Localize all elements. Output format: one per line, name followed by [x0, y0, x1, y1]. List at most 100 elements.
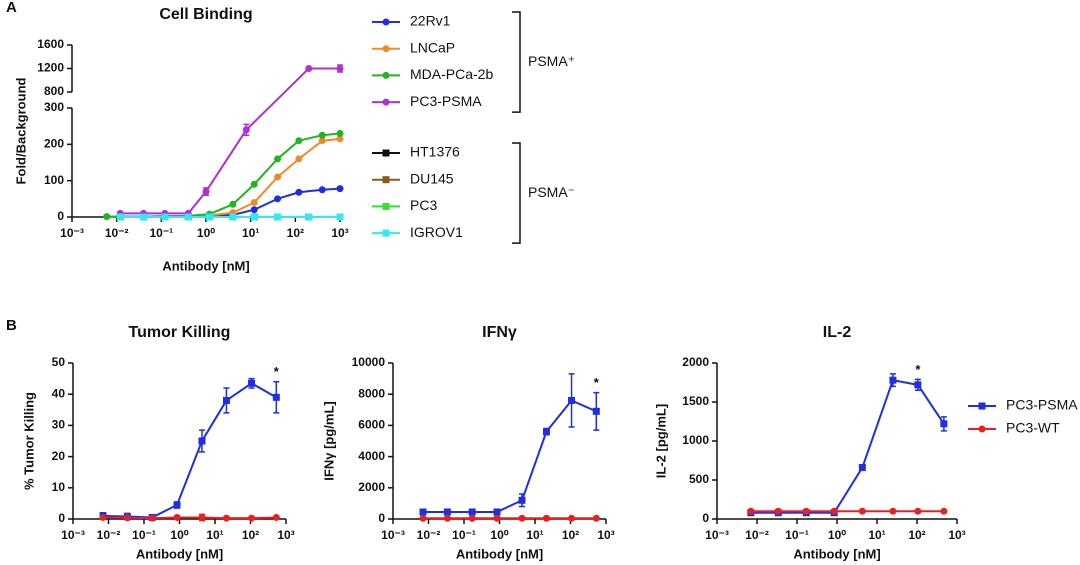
legend-marker: [382, 71, 390, 79]
data-point: [274, 155, 282, 163]
data-point: [250, 198, 258, 206]
group-bracket: [512, 142, 521, 244]
data-point: [305, 65, 313, 72]
legend-label: DU145: [410, 170, 454, 186]
x-axis-label: Antibody [nM]: [162, 258, 249, 273]
y-tick-label: 1200: [37, 61, 64, 75]
series-line: [120, 67, 340, 215]
data-point: [858, 507, 866, 515]
series-line: [106, 132, 341, 218]
data-point: [802, 507, 810, 515]
y-axis-label: IFNγ [pg/mL]: [321, 401, 336, 480]
legend-label: HT1376: [410, 144, 460, 160]
y-tick-label: 30: [52, 418, 66, 432]
data-point: [468, 508, 476, 516]
y-tick-label: 1500: [682, 394, 709, 408]
y-tick-label: 0: [702, 511, 709, 525]
data-point: [336, 65, 344, 72]
legend-marker: [382, 149, 390, 157]
legend-label: MDA-PCa-2b: [410, 66, 493, 82]
data-point: [518, 514, 526, 522]
y-tick-label: 40: [52, 386, 66, 400]
y-tick-label: 2000: [358, 480, 385, 494]
y-tick-label: 100: [44, 173, 64, 187]
x-tick-label: 10¹: [206, 528, 223, 542]
y-axis-label: Fold/Background: [13, 77, 28, 184]
y-tick-label: 0: [378, 511, 385, 525]
data-point: [568, 514, 576, 522]
y-tick-label: 200: [44, 137, 64, 151]
data-point: [542, 428, 550, 436]
data-point: [140, 213, 148, 221]
y-tick-label: 8000: [358, 386, 385, 400]
chart-title: Tumor Killing: [129, 324, 231, 341]
y-tick-label: 300: [44, 100, 64, 114]
x-tick-label: 10⁰: [828, 528, 846, 542]
data-point: [318, 131, 326, 139]
legend-marker: [978, 425, 986, 433]
data-point: [295, 137, 303, 145]
data-point: [148, 514, 156, 522]
y-tick-label: 10: [52, 480, 66, 494]
chart-title: IFNγ: [482, 324, 517, 341]
data-point: [103, 213, 111, 221]
x-tick-label: 10³: [331, 226, 348, 240]
y-tick-label: 500: [689, 472, 709, 486]
legend-label: IGROV1: [410, 224, 463, 240]
legend-label: PC3-WT: [1006, 420, 1060, 436]
data-point: [419, 514, 427, 522]
data-point: [419, 508, 427, 516]
y-tick-label: 20: [52, 449, 66, 463]
x-tick-label: 10⁻³: [60, 226, 84, 240]
y-tick-label: 10000: [352, 355, 386, 369]
data-point: [274, 213, 282, 221]
data-point: [889, 376, 897, 384]
y-tick-label: 2000: [682, 355, 709, 369]
data-point: [99, 513, 107, 521]
x-tick-label: 10³: [597, 528, 614, 542]
y-tick-label: 50: [52, 355, 66, 369]
data-point: [336, 213, 344, 221]
data-point: [272, 513, 280, 521]
data-point: [336, 135, 344, 143]
y-tick-label: 4000: [358, 449, 385, 463]
y-tick-label: 1000: [682, 433, 709, 447]
data-point: [568, 396, 576, 404]
data-point: [940, 420, 948, 428]
x-tick-label: 10¹: [242, 226, 259, 240]
series-line: [423, 399, 597, 513]
data-point: [222, 396, 230, 404]
legend-marker: [382, 18, 390, 26]
legend-marker: [382, 98, 390, 106]
data-point: [774, 507, 782, 515]
data-point: [222, 514, 230, 522]
x-tick-label: 10⁻²: [745, 528, 769, 542]
data-point: [173, 513, 181, 521]
data-point: [443, 514, 451, 522]
series-line: [102, 516, 277, 520]
data-point: [830, 507, 838, 515]
data-point: [318, 186, 326, 194]
data-point: [858, 464, 866, 472]
x-tick-label: 10⁻²: [105, 226, 129, 240]
x-tick-label: 10⁻¹: [785, 528, 809, 542]
x-tick-label: 10²: [287, 226, 304, 240]
data-point: [116, 213, 124, 221]
data-point: [206, 213, 214, 221]
x-tick-label: 10⁻²: [417, 528, 441, 542]
data-point: [305, 213, 313, 221]
y-tick-label: 1600: [37, 37, 64, 51]
data-point: [242, 126, 250, 134]
x-tick-label: 10⁻¹: [149, 226, 173, 240]
data-point: [940, 507, 948, 515]
y-tick-label: 0: [57, 209, 64, 223]
data-point: [274, 195, 282, 203]
data-point: [336, 185, 344, 193]
x-tick-label: 10⁻¹: [452, 528, 476, 542]
data-point: [493, 508, 501, 516]
data-point: [592, 514, 600, 522]
data-point: [914, 381, 922, 389]
x-tick-label: 10²: [242, 528, 259, 542]
y-tick-label: 800: [44, 84, 64, 98]
